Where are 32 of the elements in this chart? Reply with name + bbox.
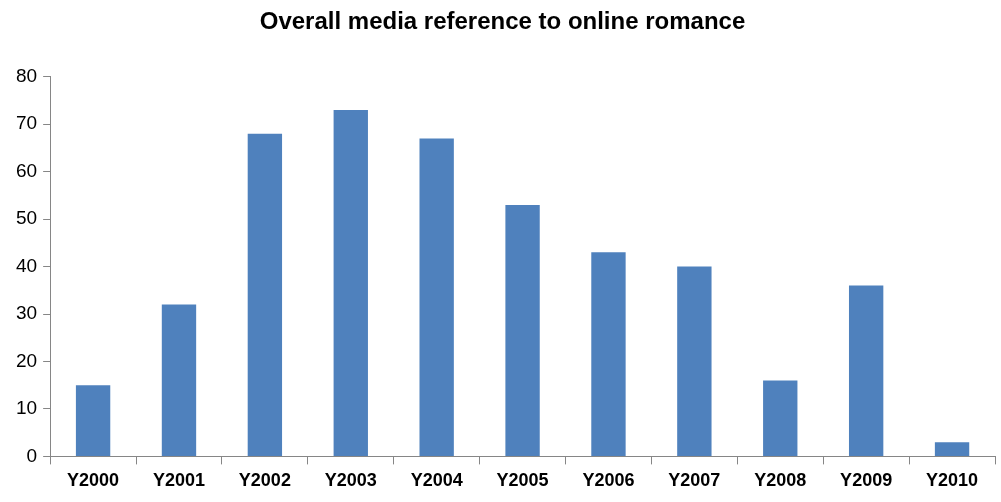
- y-tick-label: 70: [15, 112, 38, 134]
- bar: [419, 138, 454, 456]
- y-tick-label: 0: [26, 444, 38, 466]
- y-tick-label: 50: [15, 207, 38, 229]
- bar: [75, 385, 111, 456]
- bar: [505, 204, 540, 456]
- x-tick-label: Y2010: [926, 470, 979, 491]
- x-tick-label: Y2001: [152, 470, 206, 491]
- y-tick-label: 60: [15, 159, 38, 181]
- bar: [591, 252, 626, 456]
- bar: [333, 110, 368, 456]
- x-tick-label: Y2002: [238, 470, 291, 491]
- y-tick-label: 40: [15, 254, 38, 276]
- bar: [848, 285, 884, 456]
- x-tick-label: Y2008: [754, 470, 807, 491]
- bar: [161, 304, 197, 456]
- y-tick-label: 10: [15, 397, 38, 419]
- x-tick-label: Y2000: [67, 470, 120, 491]
- y-tick-label: 20: [15, 349, 38, 371]
- bar: [763, 380, 798, 456]
- x-tick-label: Y2007: [668, 470, 721, 491]
- bar: [934, 442, 970, 456]
- bar: [247, 133, 283, 456]
- x-tick-label: Y2009: [840, 470, 893, 491]
- y-tick-label: 30: [15, 302, 38, 324]
- bar: [677, 266, 712, 456]
- chart-title: Overall media reference to online romance: [259, 7, 746, 35]
- y-tick-label: 80: [15, 65, 38, 87]
- x-tick-label: Y2005: [496, 470, 549, 491]
- x-tick-label: Y2006: [582, 470, 635, 491]
- x-tick-label: Y2004: [410, 470, 463, 491]
- x-tick-label: Y2003: [324, 470, 377, 491]
